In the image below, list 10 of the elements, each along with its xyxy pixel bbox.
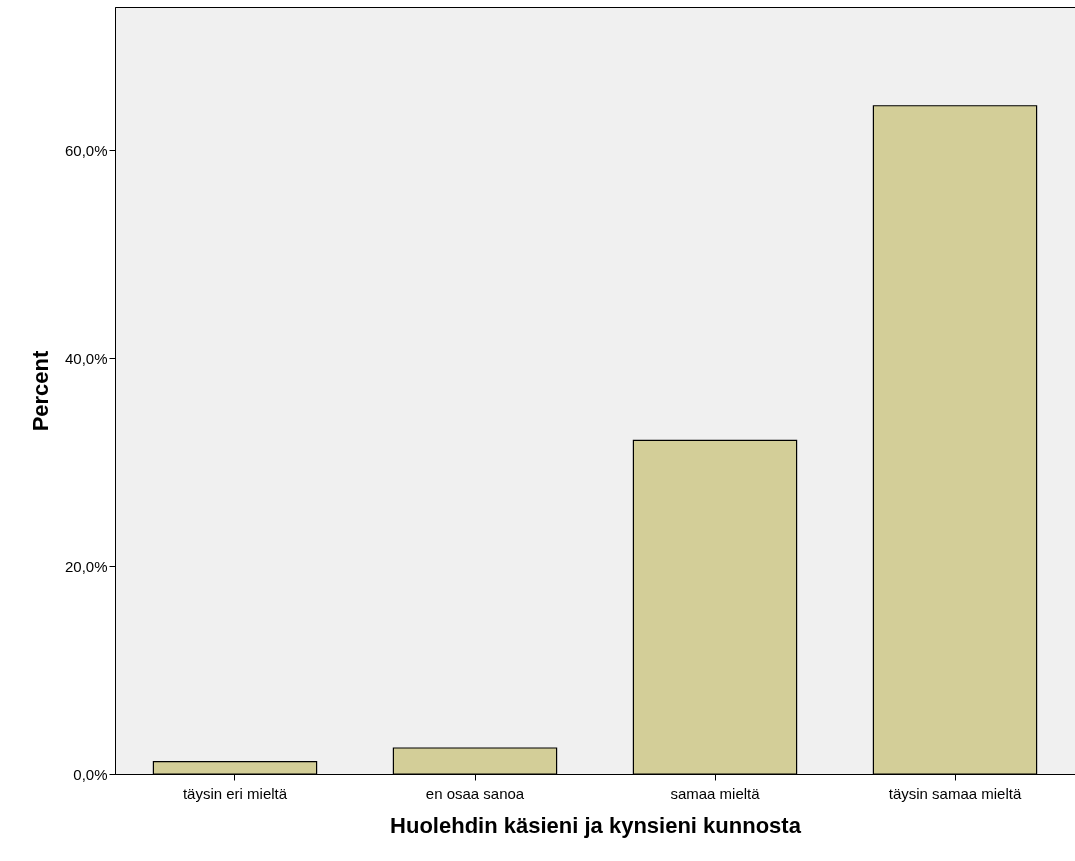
x-tick-label: täysin samaa mieltä bbox=[888, 784, 1022, 802]
y-axis-title: Percent bbox=[27, 349, 53, 432]
x-tick-label: en osaa sanoa bbox=[425, 784, 525, 802]
y-tick-label: 40,0% bbox=[64, 349, 108, 367]
x-axis-title: Huolehdin käsieni ja kynsieni kunnosta bbox=[390, 812, 802, 838]
x-tick-label: täysin eri mieltä bbox=[182, 784, 288, 802]
y-tick-label: 60,0% bbox=[64, 141, 108, 159]
x-tick-label: samaa mieltä bbox=[670, 784, 761, 802]
y-tick-label: 20,0% bbox=[64, 557, 108, 575]
y-tick-label: 0,0% bbox=[73, 765, 108, 783]
